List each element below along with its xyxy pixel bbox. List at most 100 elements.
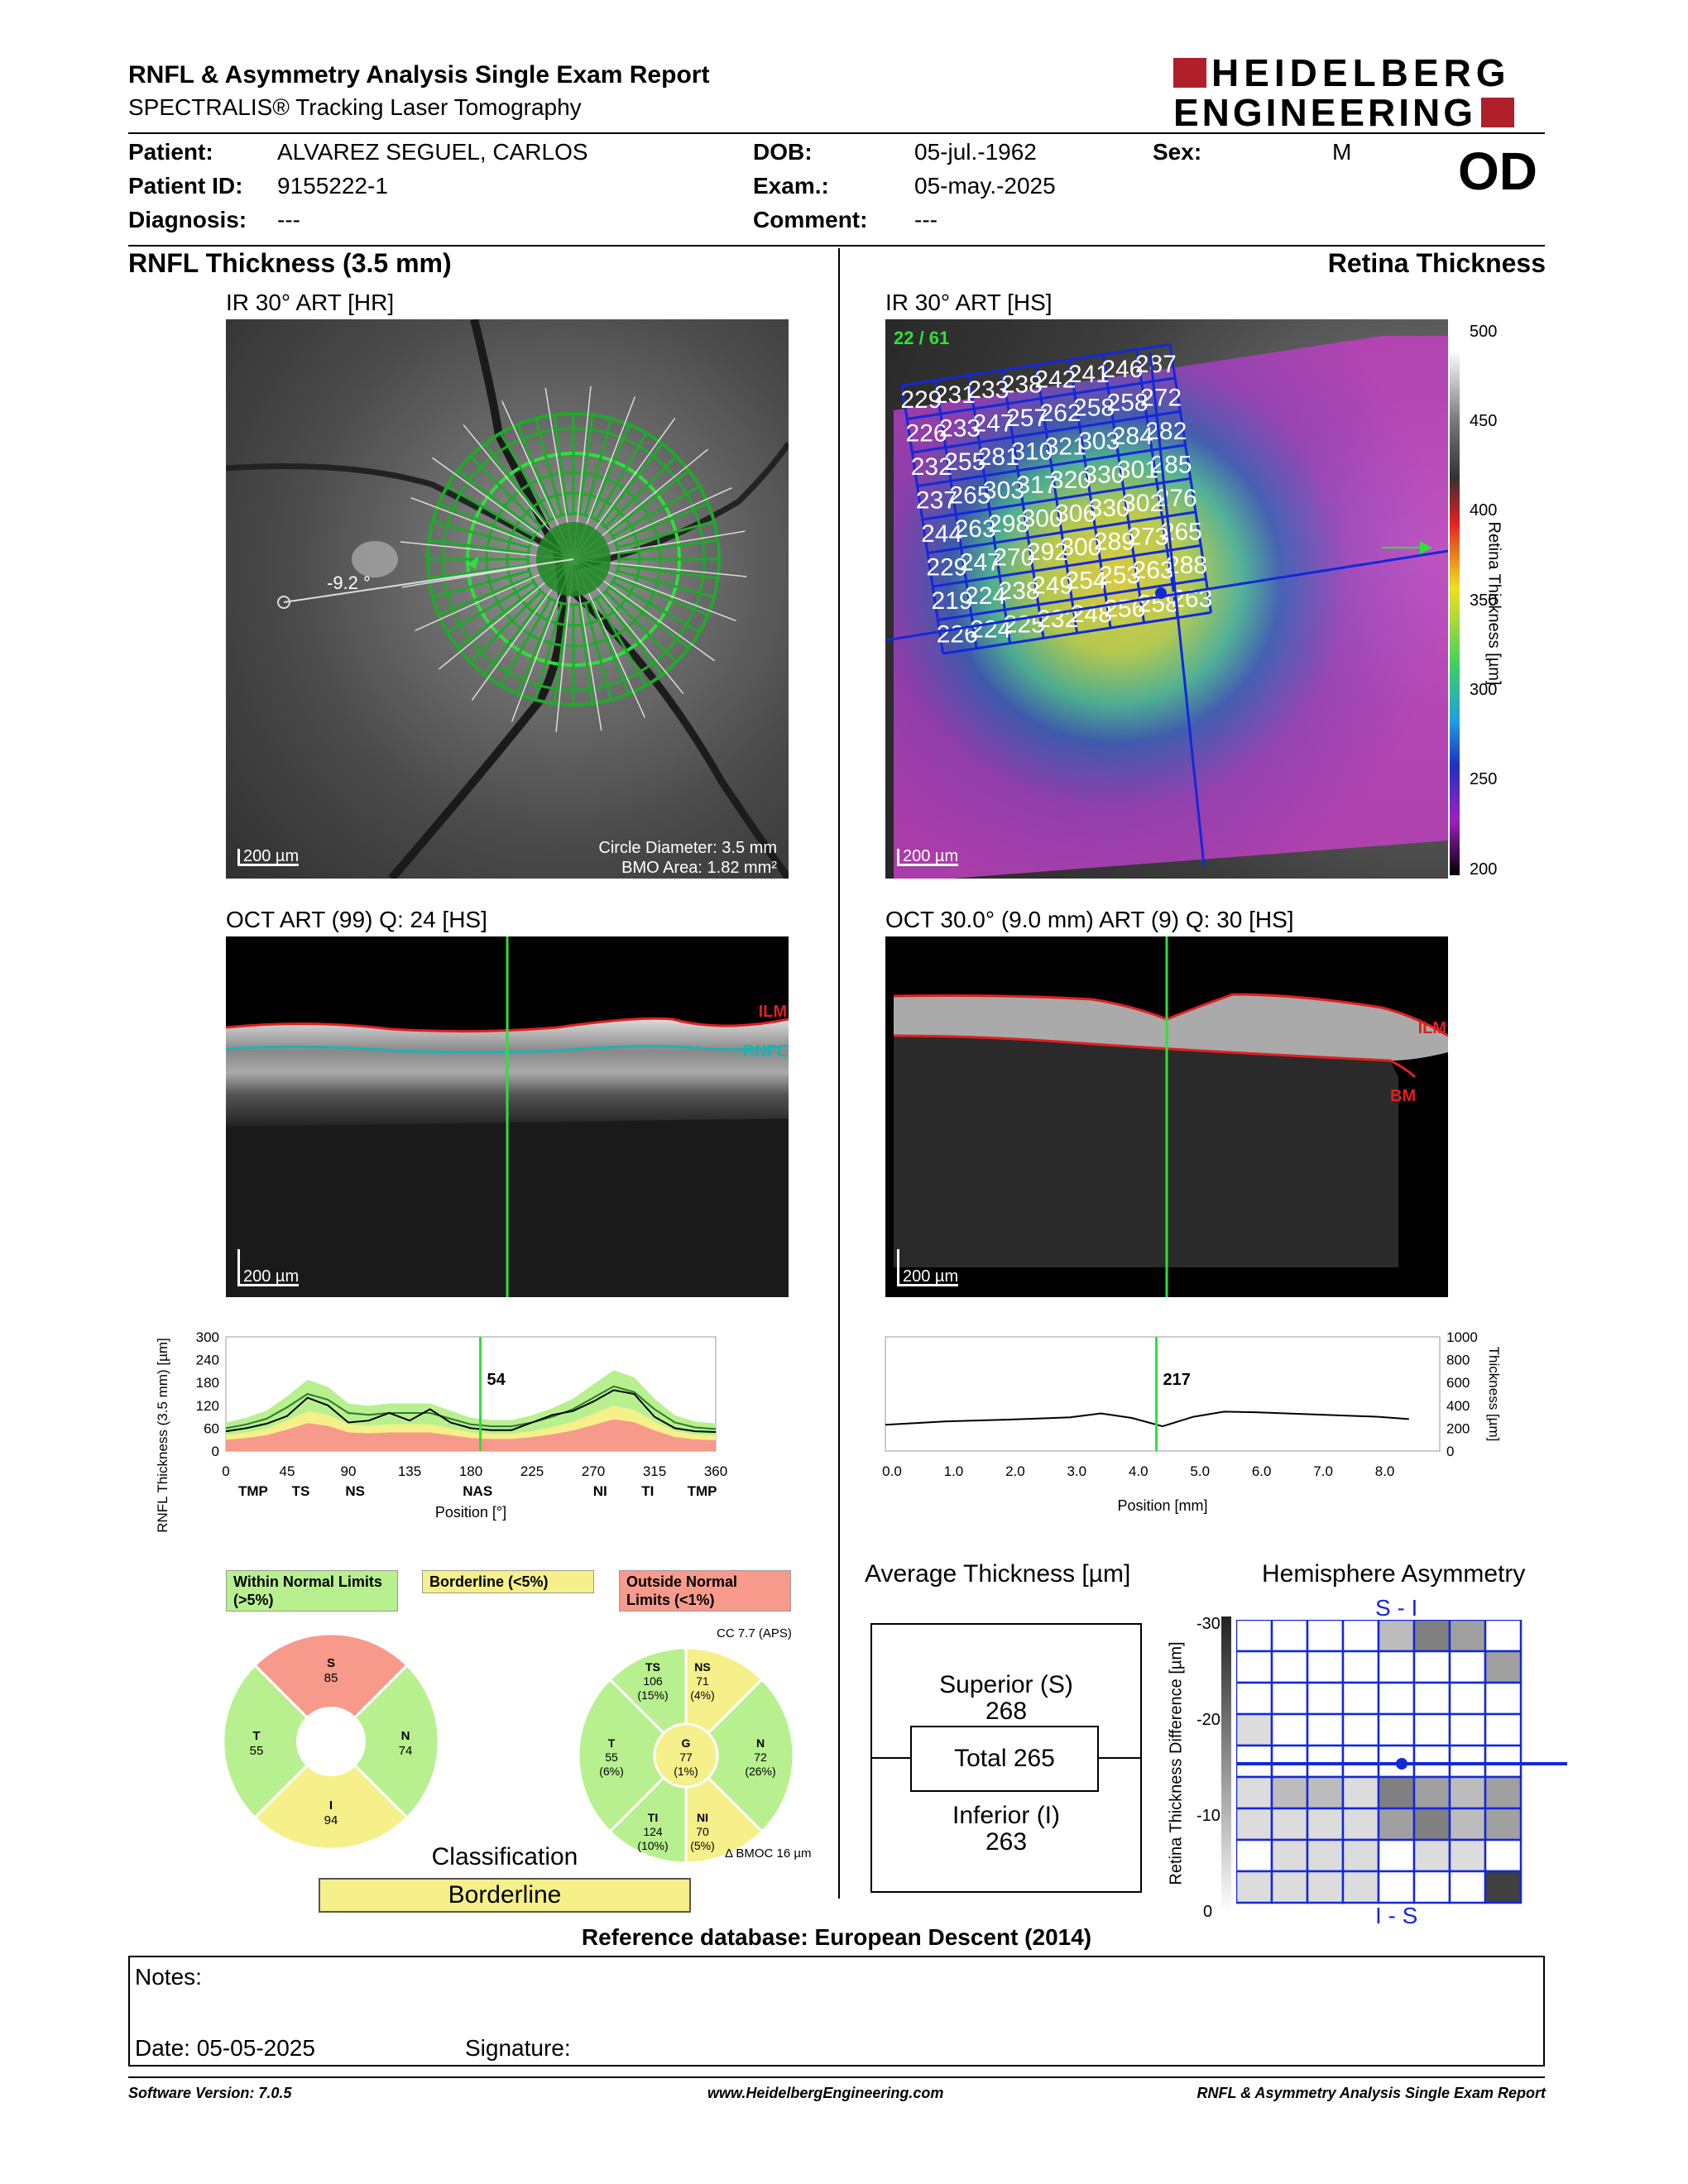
asymmetry-cell	[1306, 1681, 1345, 1716]
x-tick: 3.0	[1067, 1463, 1087, 1479]
notes-label: Notes:	[135, 1964, 202, 1990]
asymmetry-cell	[1306, 1712, 1345, 1747]
scan-spoke	[616, 520, 715, 549]
grid-cell-value: 281	[978, 443, 1019, 471]
grid-cell-value: 242	[1034, 366, 1076, 393]
grid-cell-value: 287	[1135, 351, 1177, 378]
asymmetry-cell	[1341, 1744, 1380, 1779]
scan-spoke	[553, 414, 569, 515]
scan-spoke	[432, 520, 530, 549]
grid-cell-value: 292	[1027, 539, 1068, 566]
outside-band	[226, 1419, 716, 1451]
colorbar-label: Retina Thickness [µm]	[1484, 521, 1503, 686]
grid-row-line	[922, 477, 1192, 521]
asymmetry-cell	[1448, 1838, 1487, 1873]
bmoc-label: Δ BMOC 16 µm	[725, 1846, 812, 1861]
grid-cell-value: 247	[973, 410, 1014, 437]
notes-box[interactable]	[128, 1956, 1545, 2067]
scan-spoke	[553, 604, 569, 704]
grid-cell-value: 320	[1050, 467, 1091, 494]
asymmetry-cell	[1377, 1807, 1416, 1842]
scan-spoke	[457, 469, 539, 533]
scan-spoke	[611, 581, 701, 634]
asymmetry-cell	[1270, 1681, 1309, 1716]
scan-spoke	[516, 601, 558, 695]
grid-cell-value: 284	[1112, 423, 1153, 450]
scan-spoke	[499, 432, 552, 521]
sector-ni-text: NI	[697, 1811, 708, 1824]
sector-g_pct-text: (1%)	[674, 1765, 698, 1778]
scan-spoke	[534, 418, 563, 516]
retina-thickness-chart: 217 1000 800 600 400 200 0 0.0 1.0 2.0 3.0 4.0 5.0 6.…	[882, 1329, 1502, 1514]
sector-s-label: S	[327, 1656, 335, 1670]
asymmetry-cell	[1377, 1650, 1416, 1684]
grid-cell-value: 246	[1101, 356, 1143, 383]
scan-spoke	[600, 594, 664, 676]
grid-row-line	[938, 577, 1206, 621]
asymmetry-cell	[1270, 1870, 1309, 1904]
asymmetry-cell	[1306, 1838, 1345, 1873]
grid-cell-value: 317	[1016, 472, 1057, 499]
scan-spoke	[589, 601, 631, 695]
asymmetry-cell	[1341, 1681, 1380, 1716]
x-tick: 0	[222, 1463, 229, 1479]
scan-spoke	[578, 414, 594, 515]
scan-spoke	[611, 485, 701, 538]
scan-spoke	[618, 539, 718, 555]
grid-cell-value: 238	[1001, 371, 1043, 399]
grid-cell-value: 282	[1145, 418, 1187, 445]
y-tick: 400	[1446, 1398, 1470, 1414]
software-version: Software Version: 7.0.5	[128, 2085, 292, 2101]
website-link[interactable]: www.HeidelbergEngineering.com	[707, 2085, 944, 2101]
sector-t-text: T	[608, 1736, 616, 1750]
column-divider	[838, 248, 840, 1899]
x-tick: 45	[280, 1463, 295, 1479]
asymmetry-cell	[1484, 1620, 1523, 1653]
sector-tick: NS	[345, 1483, 365, 1499]
normal-mean-line	[225, 1385, 717, 1430]
scan-spoke	[595, 432, 648, 521]
sector-ti_val-text: 124	[643, 1825, 663, 1838]
asymmetry-cell	[1236, 1620, 1273, 1653]
sector-ts_pct-text: (15%)	[637, 1688, 668, 1702]
asymmetry-cell	[1377, 1620, 1416, 1653]
scan-spoke	[589, 424, 631, 518]
grid-cell-value: 306	[1055, 500, 1096, 527]
grid-cell-value: 257	[1006, 405, 1048, 432]
y-tick: 240	[196, 1353, 219, 1368]
scan-spoke	[483, 594, 547, 676]
sector-tick: TI	[641, 1483, 654, 1499]
grid-cell-value: 249	[1032, 572, 1073, 600]
sector-ti_pct-text: (10%)	[637, 1839, 668, 1852]
patient-id: 9155222-1	[277, 173, 388, 199]
grid-cell-value: 289	[1094, 529, 1135, 556]
grid-cell-value: 302	[1122, 490, 1163, 517]
retina-thickness-map: 2292312332382422412462872262332472572622…	[885, 336, 1448, 879]
x-tick: 315	[643, 1463, 666, 1479]
asymmetry-title: Hemisphere Asymmetry	[1262, 1560, 1526, 1588]
thickness-colorbar	[1450, 323, 1460, 875]
grid-cell-value: 224	[965, 582, 1006, 610]
asymmetry-cell	[1377, 1870, 1416, 1904]
x-tick: 2.0	[1005, 1463, 1025, 1479]
logo-line-1: HEIDELBERG	[1211, 51, 1511, 94]
grid-cell-value: 285	[1150, 451, 1192, 478]
x-tick: 6.0	[1252, 1463, 1272, 1479]
asymmetry-cell	[1412, 1775, 1451, 1810]
grid-cell-value: 232	[911, 453, 952, 481]
y-axis-label: RNFL Thickness (3.5 mm) [µm]	[155, 1338, 170, 1533]
grid-cell-value: 233	[939, 414, 981, 442]
scan-spoke	[429, 539, 529, 555]
asymmetry-cell	[1412, 1744, 1451, 1779]
grid-cell-value: 272	[1140, 384, 1182, 411]
comment: ---	[914, 207, 938, 232]
sector-ns_pct-text: (4%)	[690, 1688, 715, 1702]
scan-spoke	[583, 418, 613, 516]
rnfl-label: RNFL	[742, 1042, 787, 1061]
sector-tick: NAS	[463, 1483, 492, 1499]
grid-col-line	[1168, 344, 1213, 613]
report-subtitle: SPECTRALIS® Tracking Laser Tomography	[128, 94, 582, 120]
right-oct-scale: 200 µm	[897, 1249, 959, 1286]
right-oct-bscan: ILM BM 200 µm	[885, 936, 1448, 1297]
asymmetry-grid	[1236, 1620, 1567, 1904]
